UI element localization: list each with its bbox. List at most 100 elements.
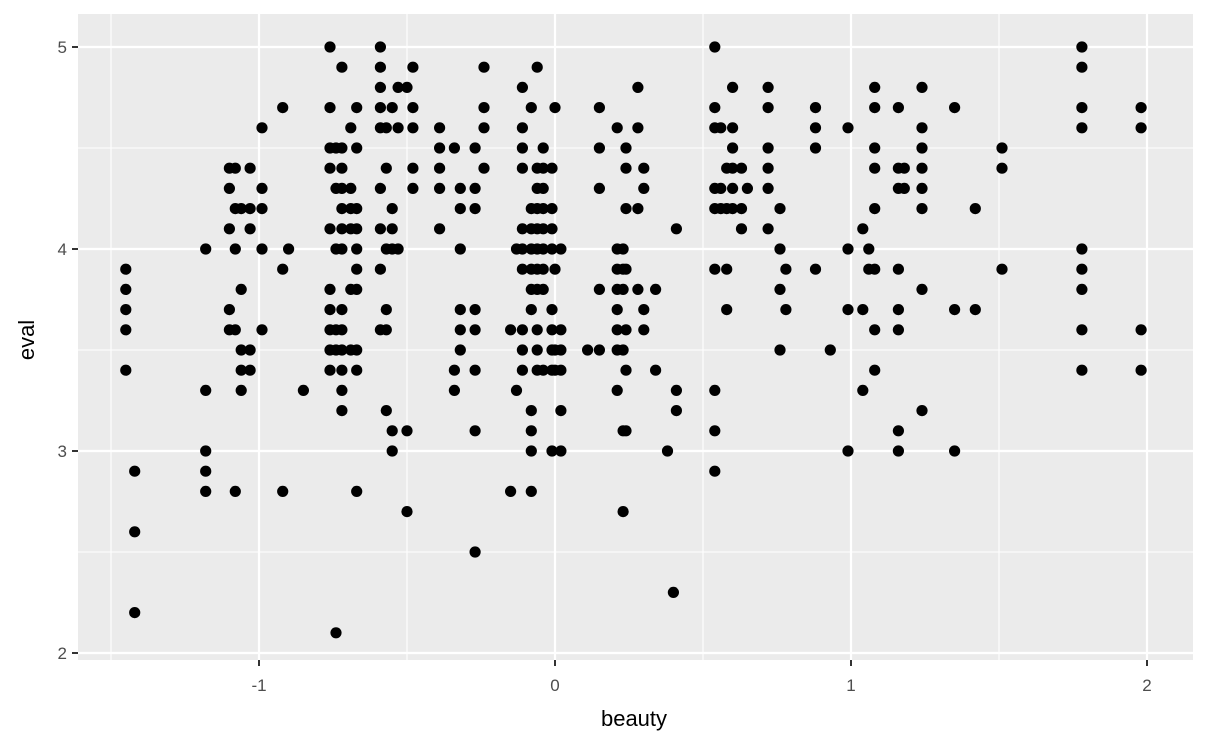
data-point: [996, 162, 1008, 174]
data-point: [727, 182, 739, 194]
data-point: [1076, 122, 1088, 134]
data-point: [478, 61, 490, 73]
data-point: [1076, 102, 1088, 114]
data-point: [200, 243, 212, 255]
data-point: [345, 122, 357, 134]
data-point: [454, 324, 466, 336]
data-point: [593, 344, 606, 356]
data-point: [593, 142, 606, 154]
data-point: [407, 162, 419, 174]
data-point: [762, 81, 774, 93]
data-point: [632, 122, 644, 134]
data-point: [277, 102, 289, 114]
data-point: [401, 425, 413, 437]
data-point: [351, 485, 363, 497]
data-point: [229, 324, 241, 336]
data-point: [916, 405, 928, 417]
data-point: [469, 364, 481, 376]
data-point: [715, 182, 727, 194]
data-point: [537, 142, 549, 154]
data-point: [611, 122, 623, 134]
data-point: [892, 324, 905, 336]
data-point: [715, 122, 727, 134]
data-point: [898, 182, 910, 194]
data-point: [392, 122, 404, 134]
data-point: [546, 324, 558, 336]
data-point: [620, 203, 632, 215]
data-point: [1076, 41, 1088, 53]
data-point: [727, 81, 739, 93]
data-point: [401, 506, 413, 518]
data-point: [620, 364, 632, 376]
data-point: [809, 142, 822, 154]
data-point: [1076, 364, 1088, 376]
data-point: [129, 465, 141, 477]
data-point: [380, 162, 392, 174]
data-point: [386, 223, 398, 235]
data-point: [735, 223, 748, 235]
data-point: [531, 344, 543, 356]
data-point: [842, 243, 854, 255]
data-point: [380, 304, 392, 316]
data-point: [336, 162, 348, 174]
data-point: [762, 102, 774, 114]
data-point: [336, 243, 348, 255]
data-point: [780, 263, 792, 275]
data-point: [1135, 364, 1147, 376]
x-tick-label: -1: [251, 676, 266, 695]
data-point: [617, 344, 629, 356]
data-point: [330, 627, 342, 639]
data-point: [611, 304, 623, 316]
data-point: [407, 122, 419, 134]
data-point: [969, 203, 981, 215]
data-point: [434, 162, 446, 174]
data-point: [448, 364, 460, 376]
data-point: [505, 324, 517, 336]
data-point: [916, 142, 928, 154]
data-point: [351, 102, 363, 114]
data-point: [721, 263, 733, 275]
data-point: [324, 41, 336, 53]
data-point: [469, 425, 481, 437]
data-point: [892, 263, 905, 275]
data-point: [469, 324, 481, 336]
data-point: [546, 223, 558, 235]
data-point: [525, 425, 537, 437]
data-point: [351, 283, 363, 295]
data-point: [709, 41, 721, 53]
data-point: [120, 364, 132, 376]
data-point: [537, 162, 549, 174]
data-point: [525, 485, 537, 497]
data-point: [762, 182, 774, 194]
data-point: [774, 344, 786, 356]
x-axis-ticks: -1 0 1 2: [251, 660, 1152, 695]
x-tick-label: 1: [846, 676, 855, 695]
data-point: [735, 203, 748, 215]
y-axis-title: eval: [14, 320, 39, 360]
data-point: [869, 102, 881, 114]
data-point: [1076, 324, 1088, 336]
data-point: [516, 243, 529, 255]
data-point: [200, 485, 212, 497]
data-point: [996, 263, 1008, 275]
data-point: [774, 203, 786, 215]
data-point: [916, 162, 928, 174]
data-point: [434, 142, 446, 154]
data-point: [546, 304, 558, 316]
data-point: [774, 243, 786, 255]
y-axis-ticks: 2 3 4 5: [58, 38, 78, 663]
data-point: [670, 223, 683, 235]
data-point: [892, 304, 905, 316]
data-point: [537, 223, 549, 235]
data-point: [200, 384, 212, 396]
data-point: [1135, 324, 1147, 336]
data-point: [351, 344, 363, 356]
data-point: [516, 223, 529, 235]
data-point: [661, 445, 674, 457]
data-point: [857, 384, 869, 396]
plot-panel: [78, 14, 1193, 660]
data-point: [632, 283, 644, 295]
data-point: [593, 182, 606, 194]
data-point: [244, 223, 256, 235]
data-point: [620, 263, 632, 275]
